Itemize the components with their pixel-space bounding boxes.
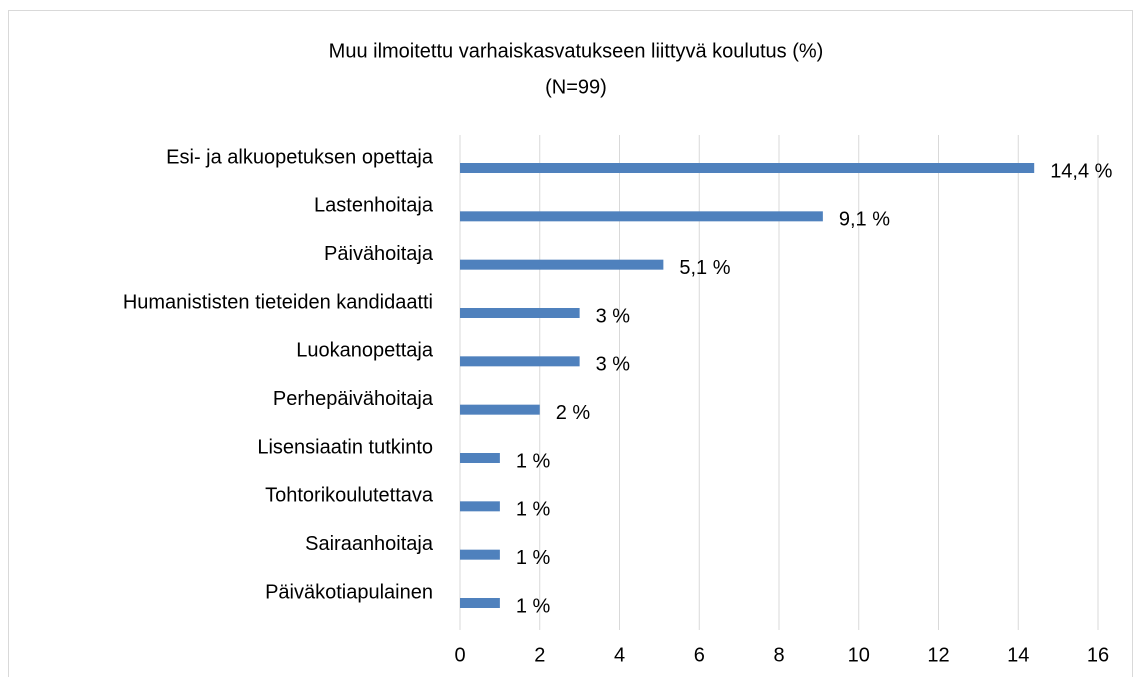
y-tick-label: Päiväkotiapulainen — [265, 581, 433, 603]
bar — [460, 501, 500, 512]
y-tick-label: Lastenhoitaja — [314, 195, 434, 217]
y-tick-label: Luokanopettaja — [296, 340, 434, 362]
x-tick-label: 14 — [1007, 644, 1029, 666]
y-tick-label: Tohtorikoulutettava — [265, 485, 434, 507]
chart-subtitle: (N=99) — [545, 76, 607, 98]
bar — [460, 163, 1035, 173]
data-label: 1 % — [516, 450, 551, 472]
data-label: 3 % — [596, 354, 631, 376]
bar — [460, 404, 540, 415]
data-label: 5,1 % — [679, 257, 730, 279]
data-label: 1 % — [516, 595, 551, 617]
x-tick-label: 10 — [848, 644, 870, 666]
x-tick-label: 6 — [694, 644, 705, 666]
bar — [460, 211, 823, 222]
y-tick-label: Esi- ja alkuopetuksen opettaja — [166, 146, 434, 168]
y-tick-label: Sairaanhoitaja — [305, 533, 434, 555]
bar — [460, 308, 580, 318]
x-tick-label: 2 — [534, 644, 545, 666]
bar — [460, 598, 500, 608]
data-label: 3 % — [596, 305, 631, 327]
chart-frame — [8, 10, 1133, 677]
x-tick-label: 12 — [927, 644, 949, 666]
bar — [460, 259, 664, 270]
y-tick-label: Lisensiaatin tutkinto — [257, 436, 433, 458]
chart-title: Muu ilmoitettu varhaiskasvatukseen liitt… — [329, 40, 824, 62]
data-label: 2 % — [556, 402, 591, 424]
x-tick-label: 8 — [773, 644, 784, 666]
data-label: 1 % — [516, 499, 551, 521]
x-tick-label: 0 — [454, 644, 465, 666]
data-label: 14,4 % — [1050, 160, 1112, 182]
data-label: 1 % — [516, 547, 551, 569]
bar — [460, 356, 580, 367]
y-tick-label: Humanististen tieteiden kandidaatti — [123, 291, 433, 313]
y-tick-label: Päivähoitaja — [324, 243, 434, 265]
bar — [460, 549, 500, 560]
x-tick-label: 16 — [1087, 644, 1109, 666]
x-tick-label: 4 — [614, 644, 625, 666]
data-label: 9,1 % — [839, 209, 890, 231]
y-tick-label: Perhepäivähoitaja — [273, 388, 434, 410]
bar — [460, 453, 500, 463]
